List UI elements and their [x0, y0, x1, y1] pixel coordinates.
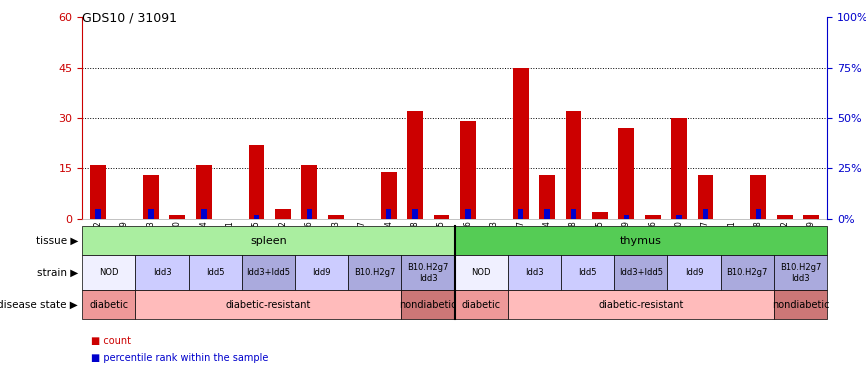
- Bar: [386, 209, 391, 219]
- Bar: [571, 209, 576, 219]
- Bar: [751, 175, 766, 219]
- Text: NOD: NOD: [471, 268, 491, 277]
- Text: Idd3: Idd3: [525, 268, 544, 277]
- Bar: [676, 215, 682, 219]
- Bar: [592, 212, 608, 219]
- Bar: [170, 215, 185, 219]
- Bar: [804, 215, 819, 219]
- Text: ■ count: ■ count: [91, 336, 131, 346]
- Bar: [254, 215, 259, 219]
- Text: Idd3: Idd3: [152, 268, 171, 277]
- Bar: [381, 172, 397, 219]
- Text: B10.H2g7: B10.H2g7: [354, 268, 396, 277]
- Bar: [513, 68, 528, 219]
- Text: ■ percentile rank within the sample: ■ percentile rank within the sample: [91, 353, 268, 363]
- Bar: [565, 111, 581, 219]
- Text: B10.H2g7
Idd3: B10.H2g7 Idd3: [779, 263, 821, 283]
- Text: spleen: spleen: [250, 236, 287, 246]
- Bar: [777, 215, 792, 219]
- Bar: [201, 209, 206, 219]
- Bar: [703, 209, 708, 219]
- Bar: [434, 215, 449, 219]
- Bar: [90, 165, 106, 219]
- Text: nondiabetic: nondiabetic: [772, 300, 829, 310]
- Text: Idd9: Idd9: [313, 268, 331, 277]
- Bar: [148, 209, 153, 219]
- Bar: [465, 209, 470, 219]
- Bar: [540, 175, 555, 219]
- Bar: [698, 175, 714, 219]
- Text: Idd3+Idd5: Idd3+Idd5: [247, 268, 290, 277]
- Bar: [301, 165, 317, 219]
- Bar: [275, 209, 291, 219]
- Bar: [249, 145, 264, 219]
- Text: Idd3+Idd5: Idd3+Idd5: [619, 268, 662, 277]
- Text: diabetic: diabetic: [89, 300, 128, 310]
- Bar: [307, 209, 312, 219]
- Bar: [143, 175, 158, 219]
- Bar: [196, 165, 211, 219]
- Bar: [460, 122, 475, 219]
- Bar: [645, 215, 661, 219]
- Text: NOD: NOD: [99, 268, 119, 277]
- Bar: [545, 209, 550, 219]
- Bar: [412, 209, 417, 219]
- Text: B10.H2g7
Idd3: B10.H2g7 Idd3: [407, 263, 449, 283]
- Bar: [618, 128, 634, 219]
- Text: B10.H2g7: B10.H2g7: [727, 268, 768, 277]
- Bar: [671, 118, 687, 219]
- Text: strain ▶: strain ▶: [36, 268, 78, 278]
- Text: nondiabetic: nondiabetic: [399, 300, 456, 310]
- Text: diabetic-resistant: diabetic-resistant: [226, 300, 311, 310]
- Bar: [95, 209, 100, 219]
- Text: Idd5: Idd5: [578, 268, 597, 277]
- Text: tissue ▶: tissue ▶: [36, 236, 78, 246]
- Bar: [407, 111, 423, 219]
- Bar: [328, 215, 344, 219]
- Text: diabetic: diabetic: [462, 300, 501, 310]
- Text: GDS10 / 31091: GDS10 / 31091: [82, 12, 178, 25]
- Bar: [624, 215, 629, 219]
- Bar: [756, 209, 761, 219]
- Bar: [518, 209, 523, 219]
- Text: Idd5: Idd5: [206, 268, 224, 277]
- Text: disease state ▶: disease state ▶: [0, 300, 78, 310]
- Text: thymus: thymus: [620, 236, 662, 246]
- Text: diabetic-resistant: diabetic-resistant: [598, 300, 683, 310]
- Text: Idd9: Idd9: [685, 268, 703, 277]
